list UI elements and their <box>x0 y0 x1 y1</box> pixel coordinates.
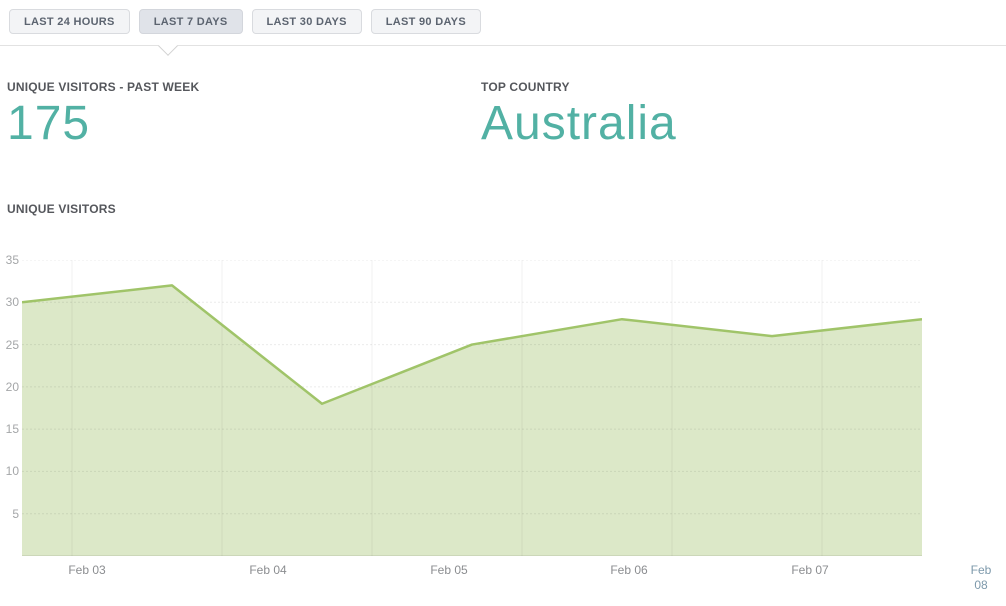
x-axis-label: Feb 03 <box>68 563 106 577</box>
x-axis-label: Feb 08 <box>970 563 992 592</box>
y-axis-label: 5 <box>12 506 19 521</box>
stat-top-country: TOP COUNTRY Australia <box>481 80 677 150</box>
tab-last-24-hours[interactable]: LAST 24 HOURS <box>9 9 130 34</box>
tab-last-7-days[interactable]: LAST 7 DAYS <box>138 9 243 34</box>
y-axis-label: 10 <box>5 464 19 479</box>
y-axis-label: 15 <box>5 422 19 437</box>
stat-value: 175 <box>7 97 91 150</box>
y-axis-label: 20 <box>5 379 19 394</box>
x-axis-label: Feb 07 <box>791 563 829 577</box>
y-axis-label: 25 <box>5 337 19 352</box>
stat-label: UNIQUE VISITORS - PAST WEEK <box>7 80 200 94</box>
time-range-header: LAST 24 HOURS LAST 7 DAYS LAST 30 DAYS L… <box>0 0 1006 56</box>
tab-last-30-days[interactable]: LAST 30 DAYS <box>251 9 362 34</box>
y-axis-label: 35 <box>5 253 19 267</box>
stat-value: Australia <box>481 97 677 150</box>
y-axis-label: 30 <box>5 295 19 310</box>
x-axis-label: Feb 06 <box>610 563 648 577</box>
header-divider <box>0 45 1006 46</box>
stat-label: TOP COUNTRY <box>481 80 570 94</box>
unique-visitors-chart: 35 30 25 20 15 10 5 Feb 03 Feb 04 Feb 05 Feb 06 Fe… <box>0 253 1006 600</box>
time-range-tabs: LAST 24 HOURS LAST 7 DAYS LAST 30 DAYS L… <box>9 9 481 34</box>
x-axis-label: Feb 05 <box>430 563 468 577</box>
area-chart-plot <box>22 260 922 556</box>
x-axis-label: Feb 04 <box>249 563 287 577</box>
stat-unique-visitors-week: UNIQUE VISITORS - PAST WEEK 175 <box>7 80 481 150</box>
chart-title: UNIQUE VISITORS <box>7 202 116 216</box>
tab-last-90-days[interactable]: LAST 90 DAYS <box>370 9 481 34</box>
summary-stats: UNIQUE VISITORS - PAST WEEK 175 TOP COUN… <box>0 46 1006 150</box>
